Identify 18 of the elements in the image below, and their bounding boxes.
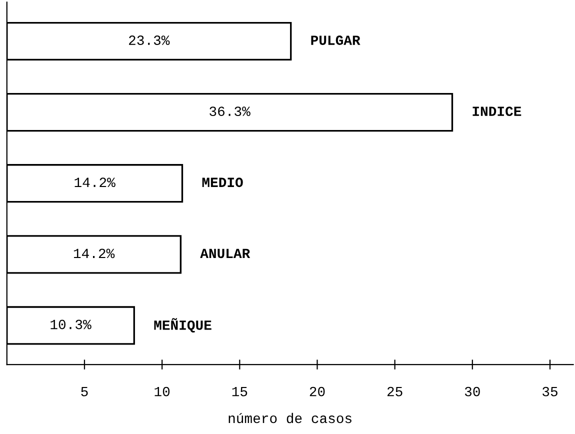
x-tick-label: 15 <box>232 387 248 396</box>
x-tick-label: 5 <box>81 387 88 396</box>
x-tick-label: 10 <box>154 386 170 396</box>
y-tick-label: PULGAR <box>311 36 360 45</box>
x-axis-title: número de casos <box>228 412 352 424</box>
annotation: 36.3% <box>210 106 250 116</box>
x-tick-label: 20 <box>310 386 325 396</box>
y-tick-label: INDICE <box>472 106 522 116</box>
x-tick-label: 25 <box>387 386 402 396</box>
annotation: 23.3% <box>129 36 170 45</box>
y-tick-label: ANULAR <box>200 248 250 258</box>
annotation: 10.3% <box>50 320 92 330</box>
x-tick-label: 35 <box>542 386 558 396</box>
y-tick-label: MEÑIQUE <box>154 318 212 332</box>
y-tick-label: MEDIO <box>202 178 243 188</box>
x-tick-label: 30 <box>464 386 480 396</box>
annotation: 14.2% <box>74 178 116 188</box>
annotation: 14.2% <box>74 248 115 258</box>
